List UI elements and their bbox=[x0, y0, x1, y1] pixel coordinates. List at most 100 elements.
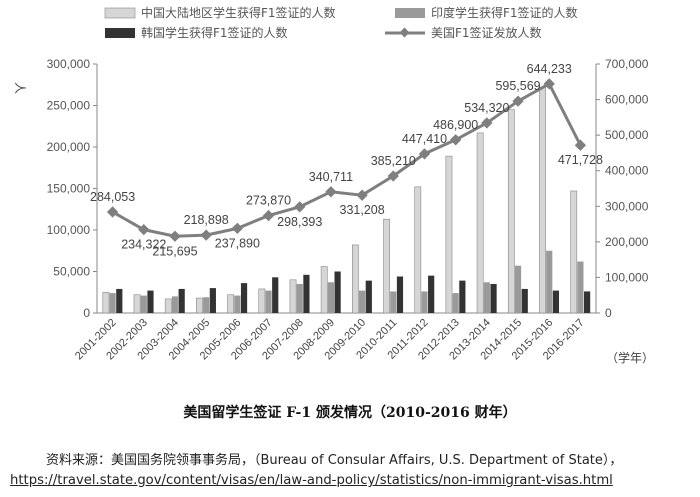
bar bbox=[234, 295, 241, 313]
bar bbox=[483, 282, 490, 313]
bar bbox=[546, 250, 553, 313]
right-tick-label: 300,000 bbox=[605, 199, 649, 213]
bar bbox=[577, 261, 584, 313]
bar bbox=[476, 132, 484, 314]
data-label: 486,900 bbox=[433, 118, 478, 132]
bar bbox=[428, 275, 435, 313]
bar bbox=[396, 276, 404, 313]
bar bbox=[490, 283, 497, 313]
plot-area: 0 50,000 100,000 150,000 200,000 250,000 300,0… bbox=[13, 57, 654, 365]
bar bbox=[570, 190, 578, 314]
left-tick-label: 150,000 bbox=[47, 182, 91, 196]
legend-label: 印度学生获得F1签证的人数 bbox=[431, 5, 578, 20]
right-tick-label: 100,000 bbox=[605, 270, 649, 284]
line-point bbox=[231, 222, 244, 235]
bar bbox=[521, 288, 528, 313]
bar bbox=[258, 288, 266, 314]
legend: 中国大陆地区学生获得F1签证的人数 印度学生获得F1签证的人数韩国学生获得F1签证… bbox=[104, 5, 578, 40]
bar bbox=[390, 291, 397, 313]
line-point bbox=[387, 170, 399, 182]
bar bbox=[327, 282, 335, 313]
bar bbox=[171, 296, 179, 313]
bar bbox=[539, 86, 546, 314]
chart-caption: 美国留学生签证 F-1 颁发情况（2010-2016 财年） bbox=[183, 405, 517, 421]
data-label: 447,410 bbox=[402, 132, 447, 146]
bar bbox=[133, 294, 141, 314]
bar bbox=[514, 265, 522, 313]
bar bbox=[358, 290, 366, 313]
right-tick-label: 200,000 bbox=[605, 235, 649, 249]
line-point bbox=[294, 201, 306, 213]
right-tick-label: 700,000 bbox=[605, 57, 649, 71]
data-label: 237,890 bbox=[215, 236, 260, 250]
data-label: 284,053 bbox=[90, 190, 135, 204]
legend-swatch bbox=[105, 28, 135, 38]
bar bbox=[164, 298, 172, 314]
line-point bbox=[138, 223, 150, 236]
bar bbox=[116, 288, 123, 313]
data-label: 273,870 bbox=[246, 194, 291, 208]
line-point bbox=[574, 139, 587, 151]
data-label: 218,898 bbox=[184, 213, 229, 227]
bar bbox=[320, 266, 328, 314]
bar bbox=[507, 109, 515, 314]
data-label: 385,210 bbox=[371, 154, 416, 168]
line-point bbox=[325, 186, 337, 198]
right-tick-label: 0 bbox=[605, 306, 612, 320]
source-line: 资料来源：美国国务院领事事务局，（Bureau of Consular Affa… bbox=[46, 453, 623, 468]
data-label: 234,322 bbox=[121, 238, 166, 252]
bar bbox=[584, 291, 591, 313]
bar bbox=[209, 288, 216, 313]
data-label: 340,711 bbox=[309, 170, 353, 184]
bar bbox=[272, 277, 279, 313]
bar bbox=[452, 293, 459, 313]
bar bbox=[289, 279, 297, 314]
bar bbox=[303, 274, 310, 313]
source-url-link[interactable]: https://travel.state.gov/content/visas/e… bbox=[10, 473, 613, 488]
line-point bbox=[169, 230, 181, 242]
line-point bbox=[200, 229, 212, 241]
right-tick-label: 600,000 bbox=[605, 93, 649, 107]
data-label: 471,728 bbox=[558, 153, 603, 167]
left-tick-label: 200,000 bbox=[47, 140, 91, 154]
line-point bbox=[262, 209, 275, 222]
left-tick-label: 300,000 bbox=[47, 57, 91, 71]
data-label: 534,320 bbox=[464, 101, 509, 115]
legend-marker bbox=[399, 27, 410, 38]
bar bbox=[414, 186, 422, 314]
bar bbox=[227, 294, 235, 314]
left-tick-label: 50,000 bbox=[53, 265, 90, 279]
line-point bbox=[449, 134, 462, 146]
x-axis-unit-label: （学年） bbox=[606, 350, 654, 365]
bar bbox=[421, 291, 428, 313]
bar bbox=[365, 280, 372, 313]
right-tick-label: 500,000 bbox=[605, 128, 649, 142]
legend-swatch bbox=[395, 8, 425, 18]
line-point bbox=[418, 148, 431, 160]
chart: 中国大陆地区学生获得F1签证的人数 印度学生获得F1签证的人数韩国学生获得F1签证… bbox=[13, 5, 654, 365]
left-tick-label: 250,000 bbox=[47, 99, 91, 113]
line-point bbox=[356, 189, 368, 201]
bar bbox=[240, 283, 248, 313]
bar bbox=[178, 288, 185, 313]
left-tick-label: 100,000 bbox=[47, 223, 91, 237]
bar bbox=[445, 155, 453, 314]
data-label: 644,233 bbox=[527, 62, 572, 76]
bar bbox=[109, 293, 116, 313]
series-line bbox=[111, 81, 582, 238]
data-label: 595,569 bbox=[495, 79, 540, 93]
y-axis-unit-label: 人 bbox=[13, 82, 27, 94]
bar bbox=[265, 290, 272, 313]
legend-swatch bbox=[104, 7, 136, 19]
right-tick-label: 400,000 bbox=[605, 164, 649, 178]
bar bbox=[351, 244, 359, 314]
data-label: 298,393 bbox=[277, 215, 322, 229]
bar bbox=[334, 271, 341, 313]
bar bbox=[147, 290, 154, 313]
bar bbox=[459, 280, 466, 313]
bar bbox=[102, 291, 110, 314]
bar bbox=[296, 283, 303, 313]
bar bbox=[196, 297, 203, 314]
left-tick-label: 0 bbox=[83, 306, 90, 320]
legend-label: 美国F1签证发放人数 bbox=[431, 25, 542, 40]
